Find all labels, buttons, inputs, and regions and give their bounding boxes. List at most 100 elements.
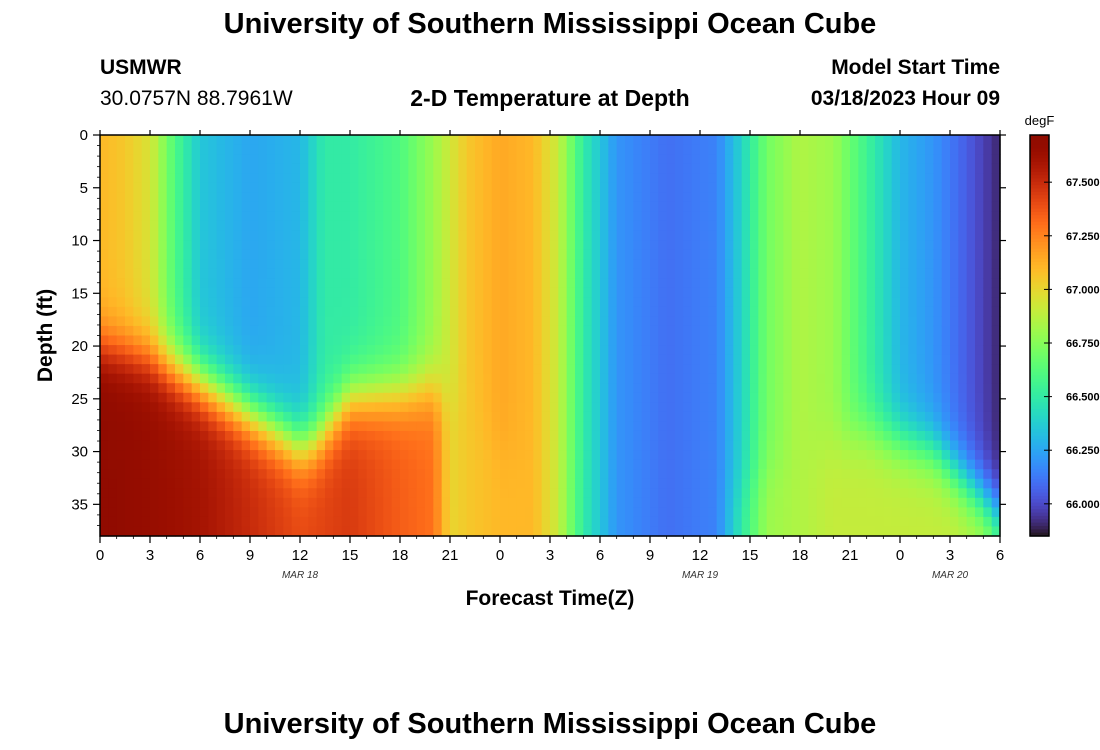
heatmap-cell — [616, 240, 626, 251]
heatmap-cell — [458, 364, 468, 375]
heatmap-cell — [391, 182, 401, 193]
heatmap-cell — [850, 345, 859, 356]
heatmap-cell — [825, 230, 834, 241]
heatmap-cell — [100, 373, 109, 384]
heatmap-cell — [825, 411, 834, 423]
heatmap-cell — [616, 421, 626, 432]
heatmap-cell — [375, 430, 384, 442]
heatmap-cell — [291, 316, 301, 327]
heatmap-cell — [475, 316, 484, 327]
heatmap-cell — [808, 220, 818, 232]
heatmap-cell — [925, 173, 934, 184]
heatmap-cell — [300, 354, 309, 365]
heatmap-cell — [933, 421, 943, 432]
heatmap-cell — [658, 335, 668, 346]
heatmap-cell — [533, 163, 543, 174]
heatmap-cell — [641, 220, 651, 232]
heatmap-cell — [525, 220, 534, 232]
heatmap-cell — [941, 469, 951, 480]
heatmap-cell — [508, 450, 518, 461]
colorbar-segment — [1030, 509, 1049, 514]
heatmap-cell — [691, 325, 701, 337]
heatmap-cell — [150, 497, 159, 508]
heatmap-cell — [691, 421, 701, 432]
heatmap-cell — [300, 240, 309, 251]
heatmap-cell — [858, 182, 868, 193]
heatmap-cell — [275, 230, 284, 241]
heatmap-cell — [408, 516, 418, 528]
heatmap-cell — [450, 478, 459, 489]
heatmap-cell — [250, 497, 259, 508]
heatmap-cell — [625, 354, 634, 365]
heatmap-cell — [425, 526, 434, 537]
heatmap-cell — [758, 297, 768, 308]
heatmap-cell — [741, 249, 751, 260]
heatmap-cell — [875, 507, 884, 518]
heatmap-cell — [808, 402, 818, 413]
heatmap-cell — [850, 383, 859, 394]
heatmap-cell — [250, 249, 259, 260]
heatmap-cell — [308, 392, 318, 403]
heatmap-cell — [525, 459, 534, 470]
heatmap-cell — [283, 345, 293, 356]
heatmap-cell — [841, 335, 851, 346]
heatmap-cell — [558, 440, 568, 451]
heatmap-cell — [475, 478, 484, 489]
heatmap-cell — [233, 230, 243, 241]
heatmap-cell — [525, 192, 534, 203]
heatmap-cell — [141, 402, 151, 413]
heatmap-cell — [866, 249, 876, 260]
heatmap-cell — [191, 249, 201, 260]
heatmap-cell — [950, 373, 959, 384]
heatmap-cell — [725, 335, 734, 346]
x-tick-label: 15 — [342, 547, 359, 564]
heatmap-cell — [533, 392, 543, 403]
heatmap-cell — [216, 411, 226, 423]
heatmap-cell — [816, 144, 826, 155]
heatmap-cell — [775, 278, 784, 289]
heatmap-cell — [825, 364, 834, 375]
heatmap-cell — [675, 402, 684, 413]
heatmap-cell — [550, 240, 559, 251]
heatmap-cell — [275, 163, 284, 174]
heatmap-cell — [466, 220, 476, 232]
heatmap-cell — [925, 230, 934, 241]
heatmap-cell — [225, 497, 234, 508]
heatmap-cell — [958, 478, 968, 489]
colorbar-segment — [1030, 231, 1049, 236]
heatmap-cell — [700, 497, 709, 508]
heatmap-cell — [341, 392, 351, 403]
heatmap-cell — [358, 411, 368, 423]
heatmap-cell — [275, 516, 284, 528]
heatmap-cell — [916, 297, 926, 308]
heatmap-cell — [391, 278, 401, 289]
heatmap-cell — [400, 364, 409, 375]
heatmap-cell — [391, 392, 401, 403]
heatmap-cell — [391, 230, 401, 241]
heatmap-cell — [550, 516, 559, 528]
heatmap-cell — [300, 259, 309, 270]
heatmap-cell — [675, 230, 684, 241]
heatmap-cell — [566, 440, 576, 451]
heatmap-cell — [725, 192, 734, 203]
colorbar-segment — [1030, 378, 1049, 383]
heatmap-cell — [950, 354, 959, 365]
heatmap-cell — [941, 488, 951, 499]
heatmap-cell — [475, 383, 484, 394]
heatmap-cell — [275, 278, 284, 289]
heatmap-cell — [616, 392, 626, 403]
heatmap-cell — [525, 478, 534, 489]
heatmap-cell — [683, 259, 693, 270]
heatmap-cell — [166, 211, 176, 222]
heatmap-cell — [900, 440, 909, 451]
heatmap-cell — [166, 421, 176, 432]
heatmap-cell — [658, 497, 668, 508]
heatmap-cell — [725, 411, 734, 423]
heatmap-cell — [483, 392, 493, 403]
heatmap-cell — [566, 192, 576, 203]
heatmap-cell — [141, 354, 151, 365]
heatmap-cell — [433, 182, 443, 193]
heatmap-cell — [183, 297, 193, 308]
heatmap-cell — [325, 154, 334, 165]
heatmap-cell — [708, 220, 718, 232]
